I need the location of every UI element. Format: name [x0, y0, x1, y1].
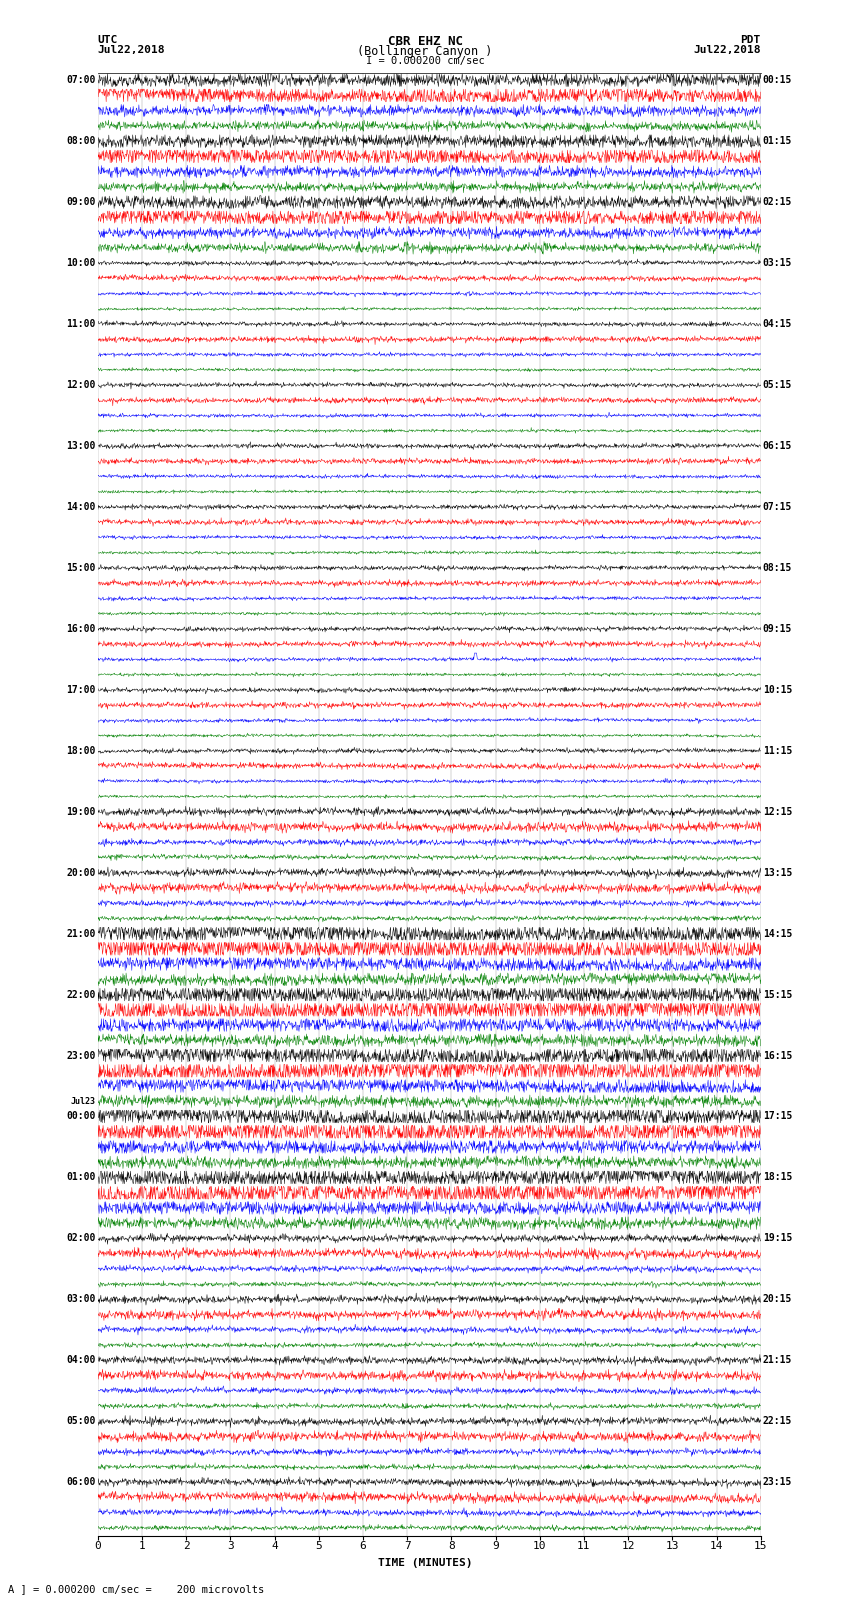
- Text: 23:00: 23:00: [66, 1050, 96, 1060]
- Text: 00:00: 00:00: [66, 1111, 96, 1121]
- Text: 21:00: 21:00: [66, 929, 96, 939]
- Text: 11:15: 11:15: [762, 745, 792, 756]
- Text: 06:15: 06:15: [762, 440, 792, 452]
- Text: 02:00: 02:00: [66, 1234, 96, 1244]
- Text: I = 0.000200 cm/sec: I = 0.000200 cm/sec: [366, 56, 484, 66]
- Text: 07:15: 07:15: [762, 502, 792, 511]
- Text: 00:15: 00:15: [762, 76, 792, 85]
- Text: 03:15: 03:15: [762, 258, 792, 268]
- Text: 12:15: 12:15: [762, 806, 792, 816]
- Text: Jul22,2018: Jul22,2018: [694, 45, 761, 55]
- Text: Jul23: Jul23: [71, 1097, 96, 1107]
- Text: 01:00: 01:00: [66, 1173, 96, 1182]
- Text: 06:00: 06:00: [66, 1478, 96, 1487]
- Text: CBR EHZ NC: CBR EHZ NC: [388, 35, 462, 48]
- Text: 02:15: 02:15: [762, 197, 792, 206]
- Text: 13:15: 13:15: [762, 868, 792, 877]
- Text: 19:15: 19:15: [762, 1234, 792, 1244]
- Text: 10:15: 10:15: [762, 686, 792, 695]
- Text: 11:00: 11:00: [66, 319, 96, 329]
- Text: 16:15: 16:15: [762, 1050, 792, 1060]
- Text: 16:00: 16:00: [66, 624, 96, 634]
- Text: 13:00: 13:00: [66, 440, 96, 452]
- Text: 22:00: 22:00: [66, 989, 96, 1000]
- Text: 08:15: 08:15: [762, 563, 792, 573]
- Text: 10:00: 10:00: [66, 258, 96, 268]
- Text: 21:15: 21:15: [762, 1355, 792, 1365]
- Text: 05:00: 05:00: [66, 1416, 96, 1426]
- Text: 20:15: 20:15: [762, 1294, 792, 1305]
- Text: 01:15: 01:15: [762, 135, 792, 147]
- Text: 04:00: 04:00: [66, 1355, 96, 1365]
- Text: UTC: UTC: [98, 35, 118, 45]
- Text: 18:00: 18:00: [66, 745, 96, 756]
- Text: Jul22,2018: Jul22,2018: [98, 45, 165, 55]
- Text: 20:00: 20:00: [66, 868, 96, 877]
- Text: 09:00: 09:00: [66, 197, 96, 206]
- Text: 18:15: 18:15: [762, 1173, 792, 1182]
- Text: A ] = 0.000200 cm/sec =    200 microvolts: A ] = 0.000200 cm/sec = 200 microvolts: [8, 1584, 264, 1594]
- Text: 04:15: 04:15: [762, 319, 792, 329]
- Text: 08:00: 08:00: [66, 135, 96, 147]
- Text: 09:15: 09:15: [762, 624, 792, 634]
- Text: 17:15: 17:15: [762, 1111, 792, 1121]
- Text: 19:00: 19:00: [66, 806, 96, 816]
- Text: PDT: PDT: [740, 35, 761, 45]
- Text: 05:15: 05:15: [762, 381, 792, 390]
- Text: 14:15: 14:15: [762, 929, 792, 939]
- Text: 15:00: 15:00: [66, 563, 96, 573]
- Text: (Bollinger Canyon ): (Bollinger Canyon ): [357, 45, 493, 58]
- Text: 07:00: 07:00: [66, 76, 96, 85]
- Text: 12:00: 12:00: [66, 381, 96, 390]
- Text: 03:00: 03:00: [66, 1294, 96, 1305]
- Text: 23:15: 23:15: [762, 1478, 792, 1487]
- Text: 17:00: 17:00: [66, 686, 96, 695]
- Text: 22:15: 22:15: [762, 1416, 792, 1426]
- Text: 14:00: 14:00: [66, 502, 96, 511]
- Text: TIME (MINUTES): TIME (MINUTES): [377, 1558, 473, 1568]
- Text: 15:15: 15:15: [762, 989, 792, 1000]
